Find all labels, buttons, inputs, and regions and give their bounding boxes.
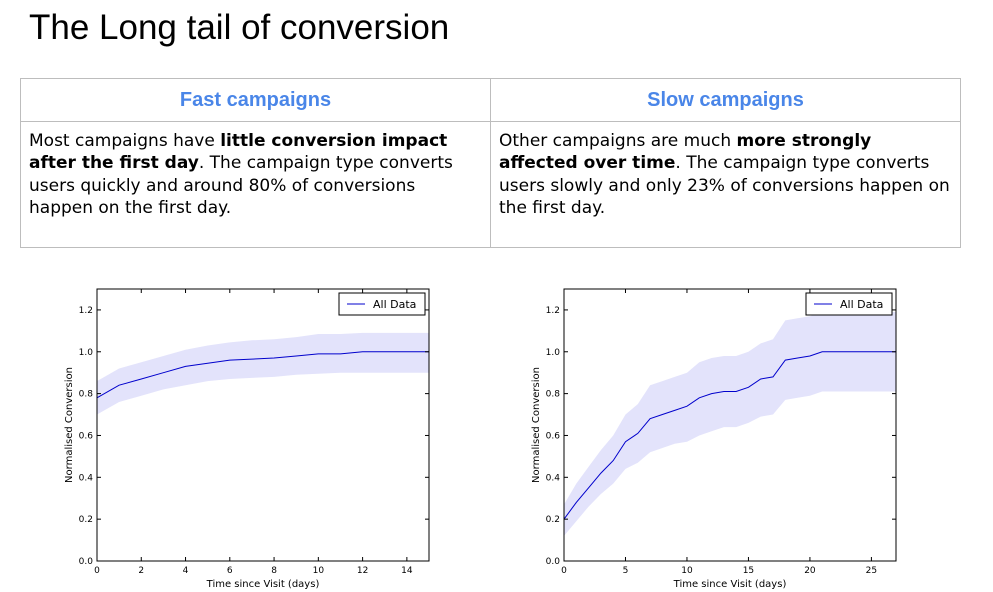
y-tick-label: 0.8 [79, 390, 94, 400]
fast-campaigns-chart: 0 2 4 6 8 10 12 14 0.0 0.2 0.4 0.6 0.8 1.0 1.2 Time sin… [64, 288, 430, 590]
y-tick-label: 1.0 [79, 348, 94, 358]
y-tick-label: 1.0 [546, 348, 561, 358]
y-tick-label: 0.2 [546, 515, 560, 525]
x-tick-label: 15 [743, 566, 754, 576]
y-tick-label: 0.0 [79, 557, 94, 567]
y-tick-label: 0.4 [79, 473, 94, 483]
page-title: The Long tail of conversion [29, 8, 450, 47]
x-tick-label: 0 [561, 566, 567, 576]
y-tick-label: 1.2 [79, 306, 93, 316]
y-tick-label: 0.6 [79, 431, 94, 441]
x-tick-label: 8 [271, 566, 277, 576]
description-text: . The campaign type converts users slowl… [499, 153, 950, 218]
legend-label: All Data [373, 298, 416, 311]
confidence-band [97, 332, 429, 415]
description-text: Most campaigns have [29, 131, 221, 151]
chart-legend: All Data [338, 292, 426, 316]
plot-frame [563, 288, 897, 562]
y-tick-label: 0.6 [546, 431, 561, 441]
legend-box [805, 292, 893, 316]
table-body-row: Most campaigns have little conversion im… [20, 121, 961, 248]
x-tick-label: 25 [866, 566, 877, 576]
x-tick-label: 2 [138, 566, 144, 576]
description-emphasis: little conversion impact after the first… [29, 131, 448, 174]
description-text: . The campaign type converts users quick… [29, 153, 453, 218]
table-header-row: Fast campaigns Slow campaigns [20, 78, 961, 122]
x-tick-label: 10 [313, 566, 325, 576]
y-tick-label: 0.8 [546, 390, 561, 400]
x-tick-label: 20 [804, 566, 816, 576]
description-emphasis: more strongly affected over time [499, 131, 872, 174]
y-tick-label: 0.0 [546, 557, 561, 567]
slow-campaigns-heading: Slow campaigns [490, 78, 961, 122]
x-tick-label: 12 [357, 566, 368, 576]
slow-campaigns-description: Other campaigns are much more strongly a… [490, 121, 961, 248]
fast-campaigns-description: Most campaigns have little conversion im… [20, 121, 491, 248]
y-axis-label: Normalised Conversion [64, 367, 75, 483]
x-tick-label: 5 [623, 566, 629, 576]
y-axis-label: Normalised Conversion [531, 367, 542, 483]
description-text: Other campaigns are much [499, 131, 737, 151]
confidence-band [564, 312, 896, 536]
x-axis-label: Time since Visit (days) [206, 579, 320, 590]
plot-frame [96, 288, 430, 562]
legend-box [338, 292, 426, 316]
x-tick-label: 0 [94, 566, 100, 576]
legend-label: All Data [840, 298, 883, 311]
comparison-table: Fast campaigns Slow campaigns Most campa… [20, 78, 961, 248]
fast-campaigns-heading: Fast campaigns [20, 78, 491, 122]
x-tick-label: 4 [183, 566, 189, 576]
x-tick-label: 14 [401, 566, 413, 576]
slow-campaigns-chart: 0 5 10 15 20 25 0.0 0.2 0.4 0.6 0.8 1.0 1.2 Time sinc… [531, 288, 897, 590]
y-tick-label: 0.4 [546, 473, 561, 483]
series-line [563, 351, 896, 520]
x-axis-label: Time since Visit (days) [673, 579, 787, 590]
x-tick-label: 10 [681, 566, 693, 576]
series-line [96, 351, 429, 399]
x-tick-label: 6 [227, 566, 233, 576]
y-tick-label: 0.2 [79, 515, 93, 525]
chart-legend: All Data [805, 292, 893, 316]
y-tick-label: 1.2 [546, 306, 560, 316]
